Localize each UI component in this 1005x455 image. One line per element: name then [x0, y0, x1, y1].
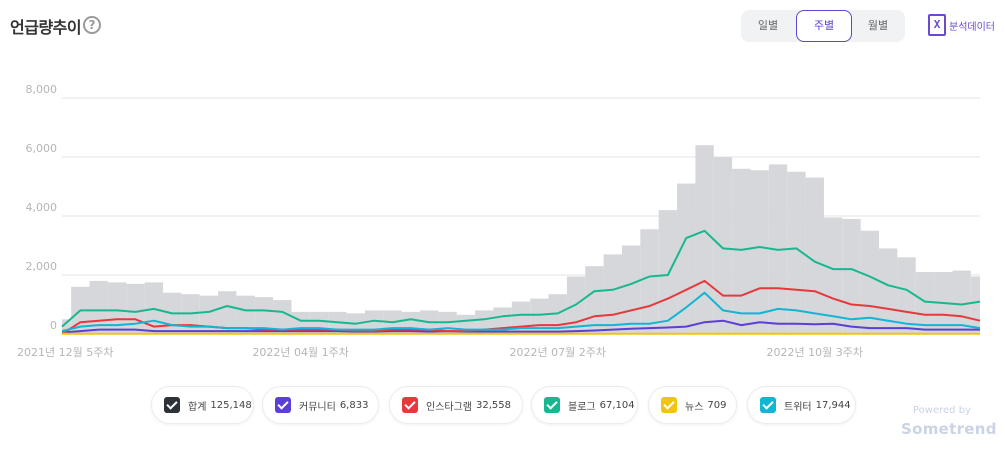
total-bar: [713, 157, 733, 334]
y-tick-label: 0: [50, 319, 57, 332]
mention-trend-chart: 0 2,000 4,000 6,000 8,000 2021년 12월 5주차 2022년 …: [17, 83, 981, 359]
total-bar: [640, 229, 659, 334]
total-bar: [897, 257, 916, 334]
x-tick-label: 2022년 07월 2주차: [509, 346, 605, 359]
total-bar: [603, 254, 622, 334]
legend-name-news: 뉴스: [685, 401, 704, 413]
legend-item-news[interactable]: 뉴스 709: [648, 386, 737, 424]
legend-name-blog: 블로그: [568, 401, 596, 413]
chart-legend: 합계 125,148 커뮤니티 6,833 인스타그램 32,558 블로그 6…: [0, 386, 1005, 426]
legend-value-twitter: 17,944: [815, 399, 851, 411]
total-bar: [860, 230, 880, 334]
legend-checkbox-instagram[interactable]: [402, 397, 418, 413]
total-bar: [879, 248, 898, 334]
total-bar: [658, 210, 678, 334]
total-bar: [364, 310, 384, 334]
legend-value-instagram: 32,558: [476, 399, 511, 411]
twitter-line: [61, 291, 981, 333]
help-icon[interactable]: ?: [83, 16, 101, 34]
legend-checkbox-twitter[interactable]: [760, 397, 776, 413]
total-bar: [732, 168, 751, 334]
total-bar: [273, 300, 292, 334]
legend-item-twitter[interactable]: 트위터 17,944: [747, 386, 856, 424]
tab-monthly[interactable]: 월별: [867, 19, 889, 32]
page-title: 언급량추이: [10, 18, 82, 37]
export-data-label: 분석데이터: [949, 21, 995, 33]
total-bar: [805, 177, 824, 334]
legend-item-total[interactable]: 합계 125,148: [151, 386, 254, 424]
total-bar: [621, 245, 641, 334]
total-bar: [199, 295, 219, 334]
total-bar: [915, 272, 935, 334]
total-bar: [787, 171, 806, 334]
legend-name-community: 커뮤니티: [299, 401, 336, 413]
y-tick-label: 4,000: [26, 201, 58, 214]
legend-item-community[interactable]: 커뮤니티 6,833: [262, 386, 379, 424]
x-tick-label: 2022년 10월 3주차: [767, 346, 863, 359]
excel-icon: X: [928, 14, 946, 36]
powered-by-text: Powered by: [913, 405, 971, 416]
legend-name-twitter: 트위터: [784, 401, 812, 413]
total-bar: [107, 282, 127, 334]
total-bar: [750, 170, 769, 334]
export-data-button[interactable]: X 분석데이터: [928, 14, 995, 36]
x-tick-label: 2021년 12월 5주차: [17, 346, 113, 359]
y-tick-label: 6,000: [26, 142, 58, 155]
x-tick-label: 2022년 04월 1주차: [252, 346, 348, 359]
total-bar: [695, 145, 714, 334]
total-bar: [126, 283, 145, 334]
legend-name-total: 합계: [188, 401, 207, 413]
total-bar: [62, 319, 72, 334]
legend-checkbox-blog[interactable]: [544, 397, 560, 413]
legend-item-blog[interactable]: 블로그 67,104: [531, 386, 638, 424]
y-tick-label: 8,000: [26, 83, 58, 96]
legend-value-total: 125,148: [210, 399, 252, 411]
legend-value-community: 6,833: [339, 399, 369, 411]
total-bar: [236, 295, 255, 334]
tab-weekly[interactable]: 주별: [796, 10, 852, 42]
total-bar: [475, 310, 494, 334]
total-bar: [677, 183, 696, 334]
total-bar: [585, 266, 604, 334]
legend-checkbox-total[interactable]: [164, 397, 180, 413]
brand-logo: Sometrend: [901, 420, 997, 438]
legend-value-news: 709: [707, 399, 727, 411]
total-bar: [218, 291, 237, 334]
total-bar: [823, 217, 843, 334]
legend-checkbox-community[interactable]: [275, 397, 291, 413]
period-toggle: 일별 주별 월별: [741, 10, 905, 42]
legend-value-blog: 67,104: [599, 399, 635, 411]
total-bar: [842, 218, 861, 334]
y-tick-label: 2,000: [26, 260, 58, 273]
total-bar: [970, 276, 980, 334]
tab-daily[interactable]: 일별: [757, 19, 779, 32]
legend-checkbox-news[interactable]: [661, 397, 677, 413]
community-line: [61, 319, 980, 334]
blog-line: [61, 229, 981, 328]
legend-name-instagram: 인스타그램: [426, 401, 472, 413]
legend-item-instagram[interactable]: 인스타그램 32,558: [389, 386, 523, 424]
total-bar: [254, 297, 274, 334]
